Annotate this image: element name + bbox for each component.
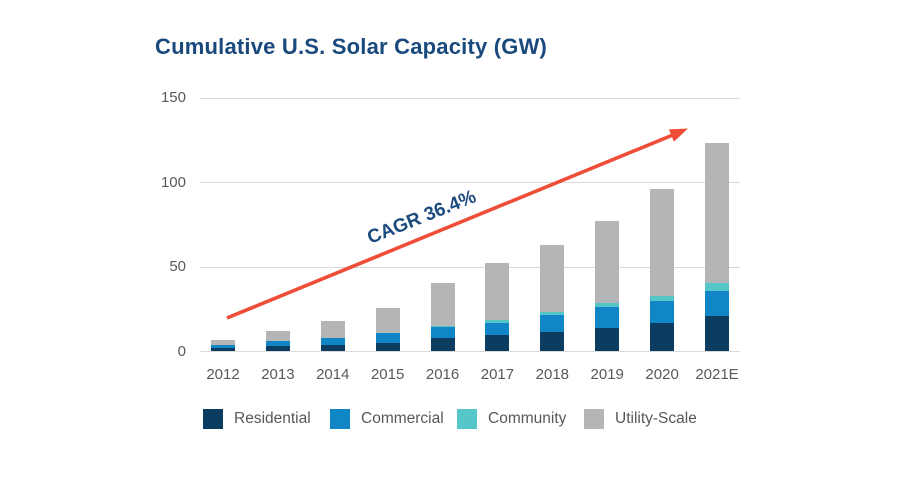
bar-segment-residential-2013 (265, 346, 290, 352)
x-axis-tick-label-2021E: 2021E (695, 366, 739, 383)
bar-segment-residential-2012 (211, 348, 235, 352)
bar-segment-utility-scale-2020 (650, 189, 675, 296)
bar-segment-commercial-2015 (375, 332, 400, 344)
bar-segment-community-2020 (650, 295, 675, 301)
legend-label: Residential (234, 410, 311, 427)
arrow-head-icon (668, 128, 688, 142)
legend-swatch-icon (584, 409, 604, 429)
bar-segment-commercial-2016 (430, 326, 455, 338)
x-axis-tick-label-2015: 2015 (370, 366, 405, 383)
x-axis-tick-label-2020: 2020 (645, 366, 679, 383)
legend-item-utility-scale: Utility-Scale (584, 408, 697, 430)
bar-segment-residential-2021e (705, 316, 729, 352)
bar-segment-commercial-2021e (705, 290, 729, 316)
legend-item-community: Community (457, 408, 566, 430)
y-axis-tick-label: 50 (169, 258, 186, 275)
bar-segment-utility-scale-2012 (211, 339, 235, 345)
bar-segment-commercial-2017 (485, 322, 510, 336)
y-axis-tick-label: 100 (160, 173, 186, 191)
bar-segment-utility-scale-2017 (485, 262, 510, 321)
gridline-y50 (200, 266, 740, 268)
bar-segment-residential-2018 (540, 332, 565, 352)
bar-segment-commercial-2014 (320, 337, 345, 345)
gridline-y150 (200, 97, 740, 99)
bar-segment-community-2016 (430, 325, 455, 327)
bar-segment-utility-scale-2013 (265, 331, 290, 342)
legend-label: Community (488, 410, 567, 427)
bar-segment-utility-scale-2016 (430, 283, 455, 326)
bar-segment-utility-scale-2021e (705, 142, 729, 284)
x-axis-tick-label-2013: 2013 (261, 366, 295, 383)
bar-segment-residential-2017 (485, 335, 510, 352)
y-axis-tick-label: 0 (177, 342, 186, 360)
bar-segment-commercial-2020 (650, 300, 675, 323)
x-axis-tick-label-2017: 2017 (480, 366, 515, 383)
bar-segment-community-2019 (595, 303, 620, 307)
bar-segment-utility-scale-2015 (375, 308, 400, 333)
x-axis-tick-label-2019: 2019 (590, 366, 624, 383)
arrow-line (226, 132, 675, 320)
bar-segment-residential-2020 (650, 322, 675, 352)
chart-title: Cumulative U.S. Solar Capacity (GW) (155, 34, 548, 59)
bar-segment-commercial-2018 (540, 315, 565, 333)
bar-segment-residential-2016 (430, 337, 455, 352)
bar-segment-commercial-2019 (595, 306, 620, 328)
legend-swatch-icon (203, 409, 223, 429)
bar-segment-utility-scale-2014 (320, 321, 345, 338)
legend-label: Utility-Scale (615, 410, 697, 427)
bar-segment-commercial-2013 (265, 341, 290, 347)
legend-item-commercial: Commercial (330, 408, 444, 430)
bar-segment-utility-scale-2018 (540, 245, 565, 312)
bar-segment-community-2021e (705, 283, 729, 291)
gridline-y0 (200, 351, 740, 352)
legend-item-residential: Residential (203, 408, 311, 430)
x-axis-tick-label-2018: 2018 (535, 366, 570, 383)
bar-segment-community-2017 (485, 320, 510, 323)
bar-segment-residential-2015 (375, 343, 400, 352)
legend-swatch-icon (330, 409, 350, 429)
bar-segment-residential-2014 (320, 344, 345, 352)
bar-segment-commercial-2012 (211, 344, 235, 349)
legend-label: Commercial (361, 410, 444, 427)
y-axis-tick-label: 150 (160, 89, 186, 106)
x-axis-tick-label-2016: 2016 (425, 366, 460, 383)
x-axis-tick-label-2012: 2012 (206, 366, 240, 383)
bar-segment-community-2018 (540, 311, 565, 316)
x-axis-tick-label-2014: 2014 (316, 366, 350, 383)
bar-segment-residential-2019 (595, 327, 620, 352)
gridline-y100 (200, 182, 740, 183)
legend-swatch-icon (457, 409, 477, 429)
bar-segment-utility-scale-2019 (595, 221, 620, 304)
